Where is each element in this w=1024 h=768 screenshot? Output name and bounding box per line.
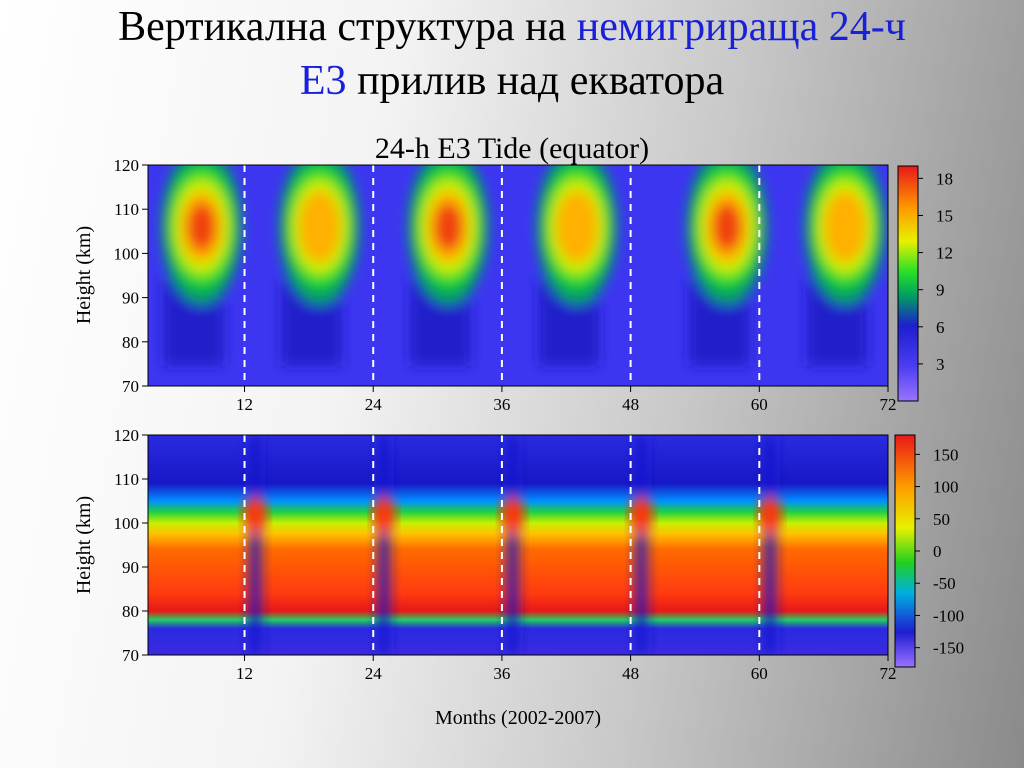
colorbar-label: 12 bbox=[936, 244, 953, 263]
xtick-label: 48 bbox=[622, 395, 639, 414]
ytick-label: 80 bbox=[122, 333, 139, 352]
xtick-label: 12 bbox=[236, 395, 253, 414]
dashed-lines-2 bbox=[243, 435, 761, 655]
amplitude-peak bbox=[408, 165, 489, 366]
title-line-2: Е3 прилив над екватора bbox=[299, 58, 725, 104]
ytick-label: 100 bbox=[114, 244, 140, 263]
amp-background bbox=[148, 165, 888, 386]
chart-title: 24-h E3 Tide (equator) bbox=[374, 132, 650, 165]
xtick-label: 24 bbox=[365, 395, 383, 414]
colorbar-label: -50 bbox=[933, 574, 956, 593]
phase-anomaly bbox=[500, 435, 525, 655]
colorbar-label: -100 bbox=[933, 606, 964, 625]
axes-1: 70 80 90 100 110 120 12 24 36 48 60 72 bbox=[114, 156, 897, 414]
colorbar-label: 50 bbox=[933, 510, 950, 529]
colorbar-label: 100 bbox=[933, 478, 959, 497]
xtick-label: 48 bbox=[622, 664, 639, 683]
slide-title: Вертикална структура на немигрираща 24-ч… bbox=[0, 0, 1024, 108]
colorbar-label: 0 bbox=[933, 542, 942, 561]
xtick-label: 72 bbox=[880, 664, 897, 683]
ytick-label: 110 bbox=[114, 470, 139, 489]
ytick-label: 90 bbox=[122, 289, 139, 308]
colorbar-label: 15 bbox=[936, 206, 953, 225]
xtick-label: 12 bbox=[236, 664, 253, 683]
amp-field bbox=[161, 165, 886, 366]
xtick-label: 36 bbox=[493, 395, 510, 414]
colorbar-label: 3 bbox=[936, 355, 945, 374]
xtick-label: 60 bbox=[751, 664, 768, 683]
amplitude-peak bbox=[161, 165, 242, 366]
phase-anomaly bbox=[629, 435, 654, 655]
axes-2: 70 80 90 100 110 120 12 24 36 48 60 72 bbox=[114, 426, 897, 683]
amplitude-peak bbox=[536, 165, 617, 366]
ylabel-2: Height (km) bbox=[73, 496, 95, 594]
phase-anomaly bbox=[758, 435, 783, 655]
phase-field bbox=[243, 435, 783, 655]
xtick-label: 60 bbox=[751, 395, 768, 414]
title-line-1: Вертикална структура на немигрираща 24-ч bbox=[118, 4, 906, 50]
xtick-label: 72 bbox=[880, 395, 897, 414]
ylabel-1: Height (km) bbox=[73, 226, 95, 324]
ytick-label: 90 bbox=[122, 558, 139, 577]
ytick-label: 100 bbox=[114, 514, 140, 533]
xtick-label: 24 bbox=[365, 664, 383, 683]
ytick-label: 120 bbox=[114, 426, 140, 445]
ytick-label: 120 bbox=[114, 156, 140, 175]
ytick-label: 70 bbox=[122, 646, 139, 665]
ytick-label: 110 bbox=[114, 200, 139, 219]
colorbar-ticks-1: 3 6 9 12 15 18 bbox=[918, 169, 953, 374]
colorbar-label: 18 bbox=[936, 169, 953, 188]
dashed-lines-1 bbox=[243, 165, 761, 386]
xlabel: Months (2002-2007) bbox=[435, 707, 601, 729]
xtick-label: 36 bbox=[493, 664, 510, 683]
colorbar-phase bbox=[894, 434, 916, 668]
phase-anomaly bbox=[243, 435, 268, 655]
phase-anomaly bbox=[371, 435, 396, 655]
colorbar-label: 150 bbox=[933, 445, 959, 464]
ytick-label: 80 bbox=[122, 602, 139, 621]
colorbar-label: 6 bbox=[936, 318, 945, 337]
amplitude-peak bbox=[805, 165, 886, 366]
colorbar-label: -150 bbox=[933, 639, 964, 658]
ytick-label: 70 bbox=[122, 377, 139, 396]
colorbar-label: 9 bbox=[936, 281, 945, 300]
colorbar-ticks-2: 150 100 50 0 -50 -100 -150 bbox=[915, 445, 964, 658]
amplitude-peak bbox=[687, 165, 768, 366]
colorbar-amplitude bbox=[897, 165, 919, 402]
amplitude-peak bbox=[279, 165, 360, 366]
